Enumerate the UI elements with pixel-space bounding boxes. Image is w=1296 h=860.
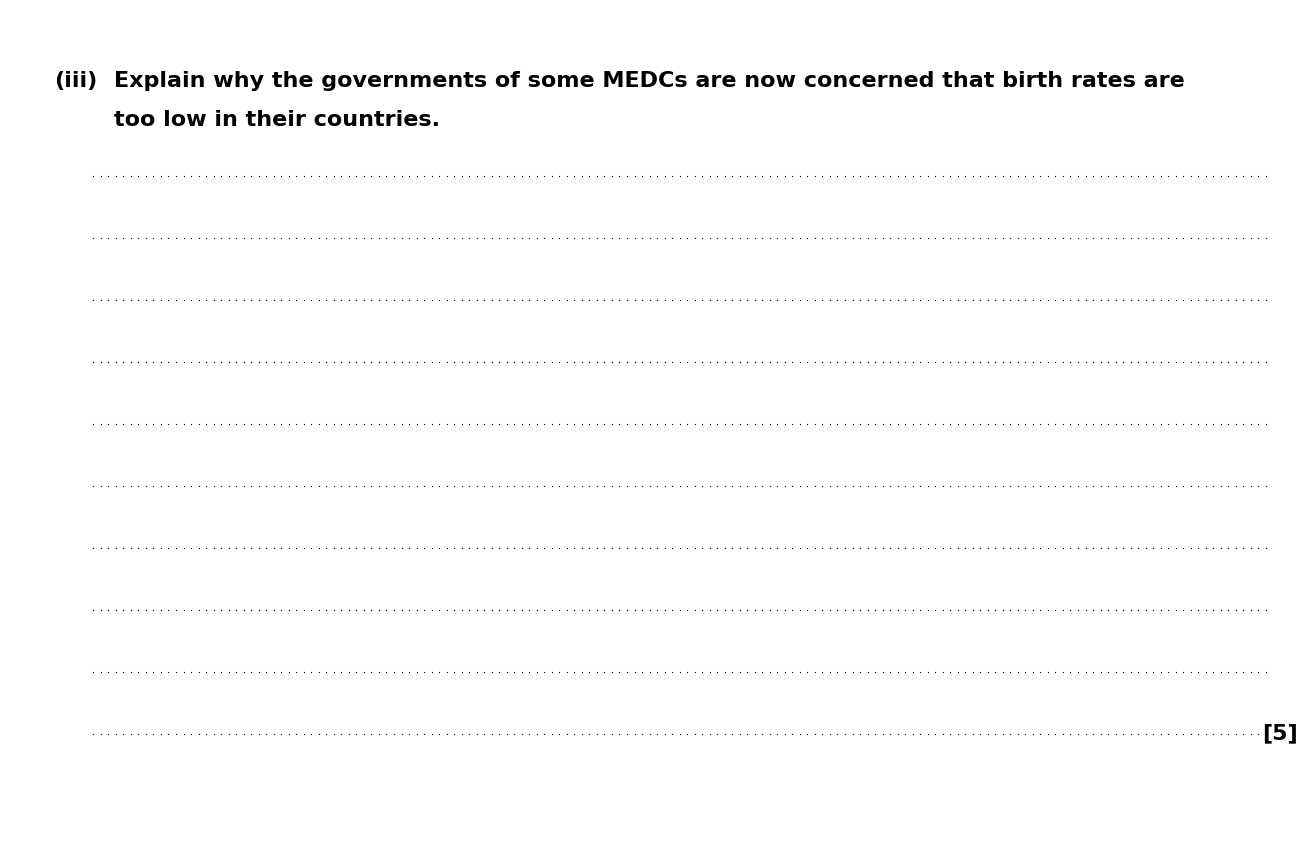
Text: (iii): (iii): [54, 71, 97, 90]
Text: [5]: [5]: [1262, 723, 1296, 744]
Text: Explain why the governments of some MEDCs are now concerned that birth rates are: Explain why the governments of some MEDC…: [114, 71, 1185, 90]
Text: too low in their countries.: too low in their countries.: [114, 110, 441, 130]
